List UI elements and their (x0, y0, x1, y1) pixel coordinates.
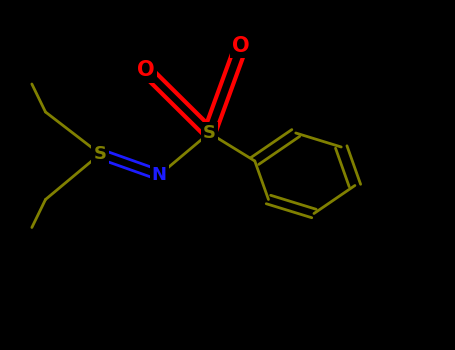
Text: S: S (203, 124, 216, 142)
Text: S: S (94, 145, 106, 163)
Text: N: N (152, 166, 167, 184)
Text: O: O (233, 35, 250, 56)
Text: O: O (137, 60, 154, 80)
